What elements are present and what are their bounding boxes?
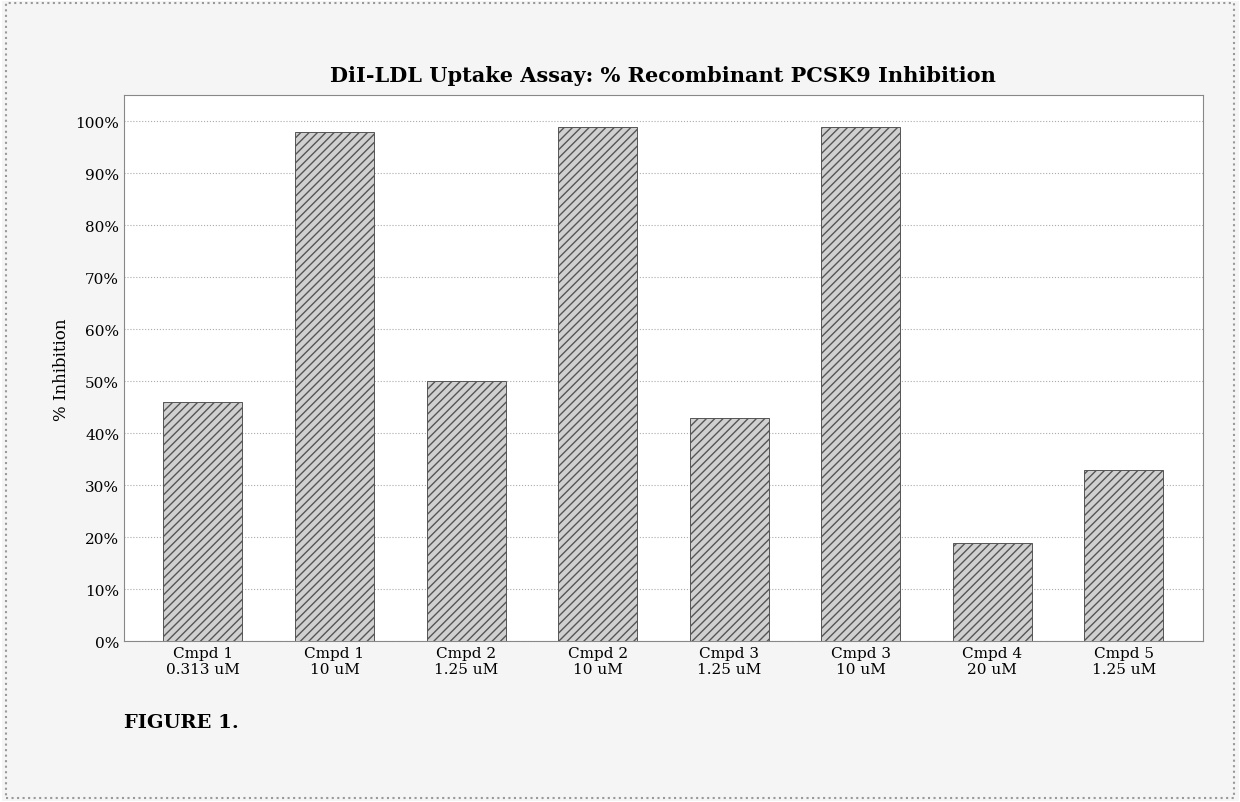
Bar [558, 128, 637, 642]
Bar [821, 128, 900, 642]
Bar [689, 419, 769, 642]
Bar [295, 132, 374, 642]
Text: FIGURE 1.: FIGURE 1. [124, 713, 239, 731]
Bar [952, 543, 1032, 642]
Bar [427, 382, 506, 642]
Title: DiI-LDL Uptake Assay: % Recombinant PCSK9 Inhibition: DiI-LDL Uptake Assay: % Recombinant PCSK… [331, 67, 996, 87]
Bar [164, 403, 242, 642]
Bar [1085, 470, 1163, 642]
Y-axis label: % Inhibition: % Inhibition [53, 318, 69, 420]
